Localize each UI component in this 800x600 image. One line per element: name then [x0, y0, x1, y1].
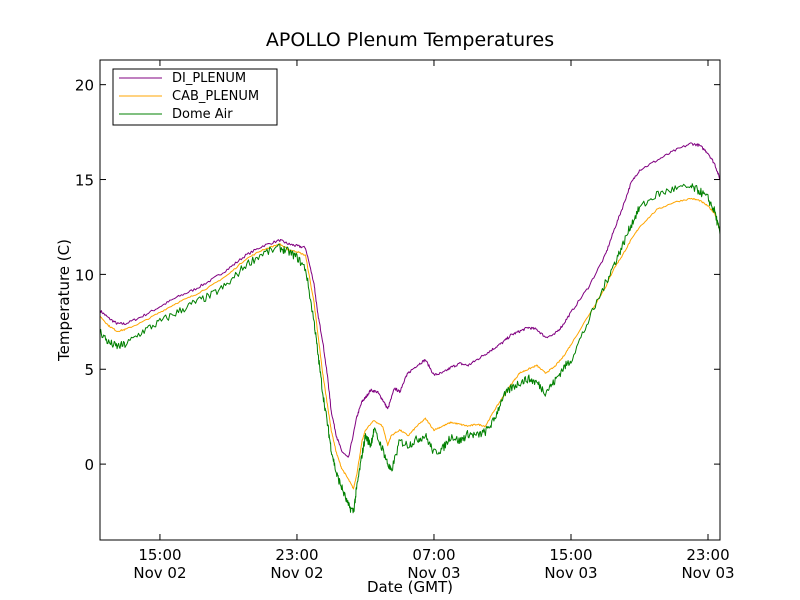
plot-frame [99, 59, 721, 541]
x-tick-label-date: Nov 03 [407, 564, 460, 582]
x-tick-label-time: 15:00 [549, 546, 592, 564]
x-tick-label-time: 07:00 [412, 546, 455, 564]
series-line-di-plenum [99, 142, 721, 458]
x-tick-label-date: Nov 02 [270, 564, 323, 582]
x-tick-label-date: Nov 02 [133, 564, 186, 582]
y-axis-label: Temperature (C) [55, 239, 73, 362]
series-line-dome-air [99, 183, 721, 514]
x-tick-label-date: Nov 03 [544, 564, 597, 582]
y-tick-label: 15 [75, 172, 94, 190]
legend: DI_PLENUM CAB_PLENUM Dome Air [112, 68, 278, 126]
x-tick-label-time: 15:00 [138, 546, 181, 564]
series-line-cab-plenum [99, 197, 721, 490]
series-layer [99, 142, 721, 514]
legend-label-dome-air: Dome Air [172, 107, 233, 122]
y-tick-label: 5 [84, 361, 94, 379]
legend-label-cab-plenum: CAB_PLENUM [172, 89, 259, 104]
y-tick-label: 20 [75, 77, 94, 95]
x-tick-label-time: 23:00 [686, 546, 729, 564]
legend-label-di-plenum: DI_PLENUM [172, 71, 246, 86]
x-axis-label: Date (GMT) [367, 578, 453, 596]
y-tick-label: 0 [84, 456, 94, 474]
y-tick-label: 10 [75, 266, 94, 284]
x-tick-label-date: Nov 03 [681, 564, 734, 582]
x-tick-label-time: 23:00 [275, 546, 318, 564]
chart-title: APOLLO Plenum Temperatures [266, 29, 554, 51]
